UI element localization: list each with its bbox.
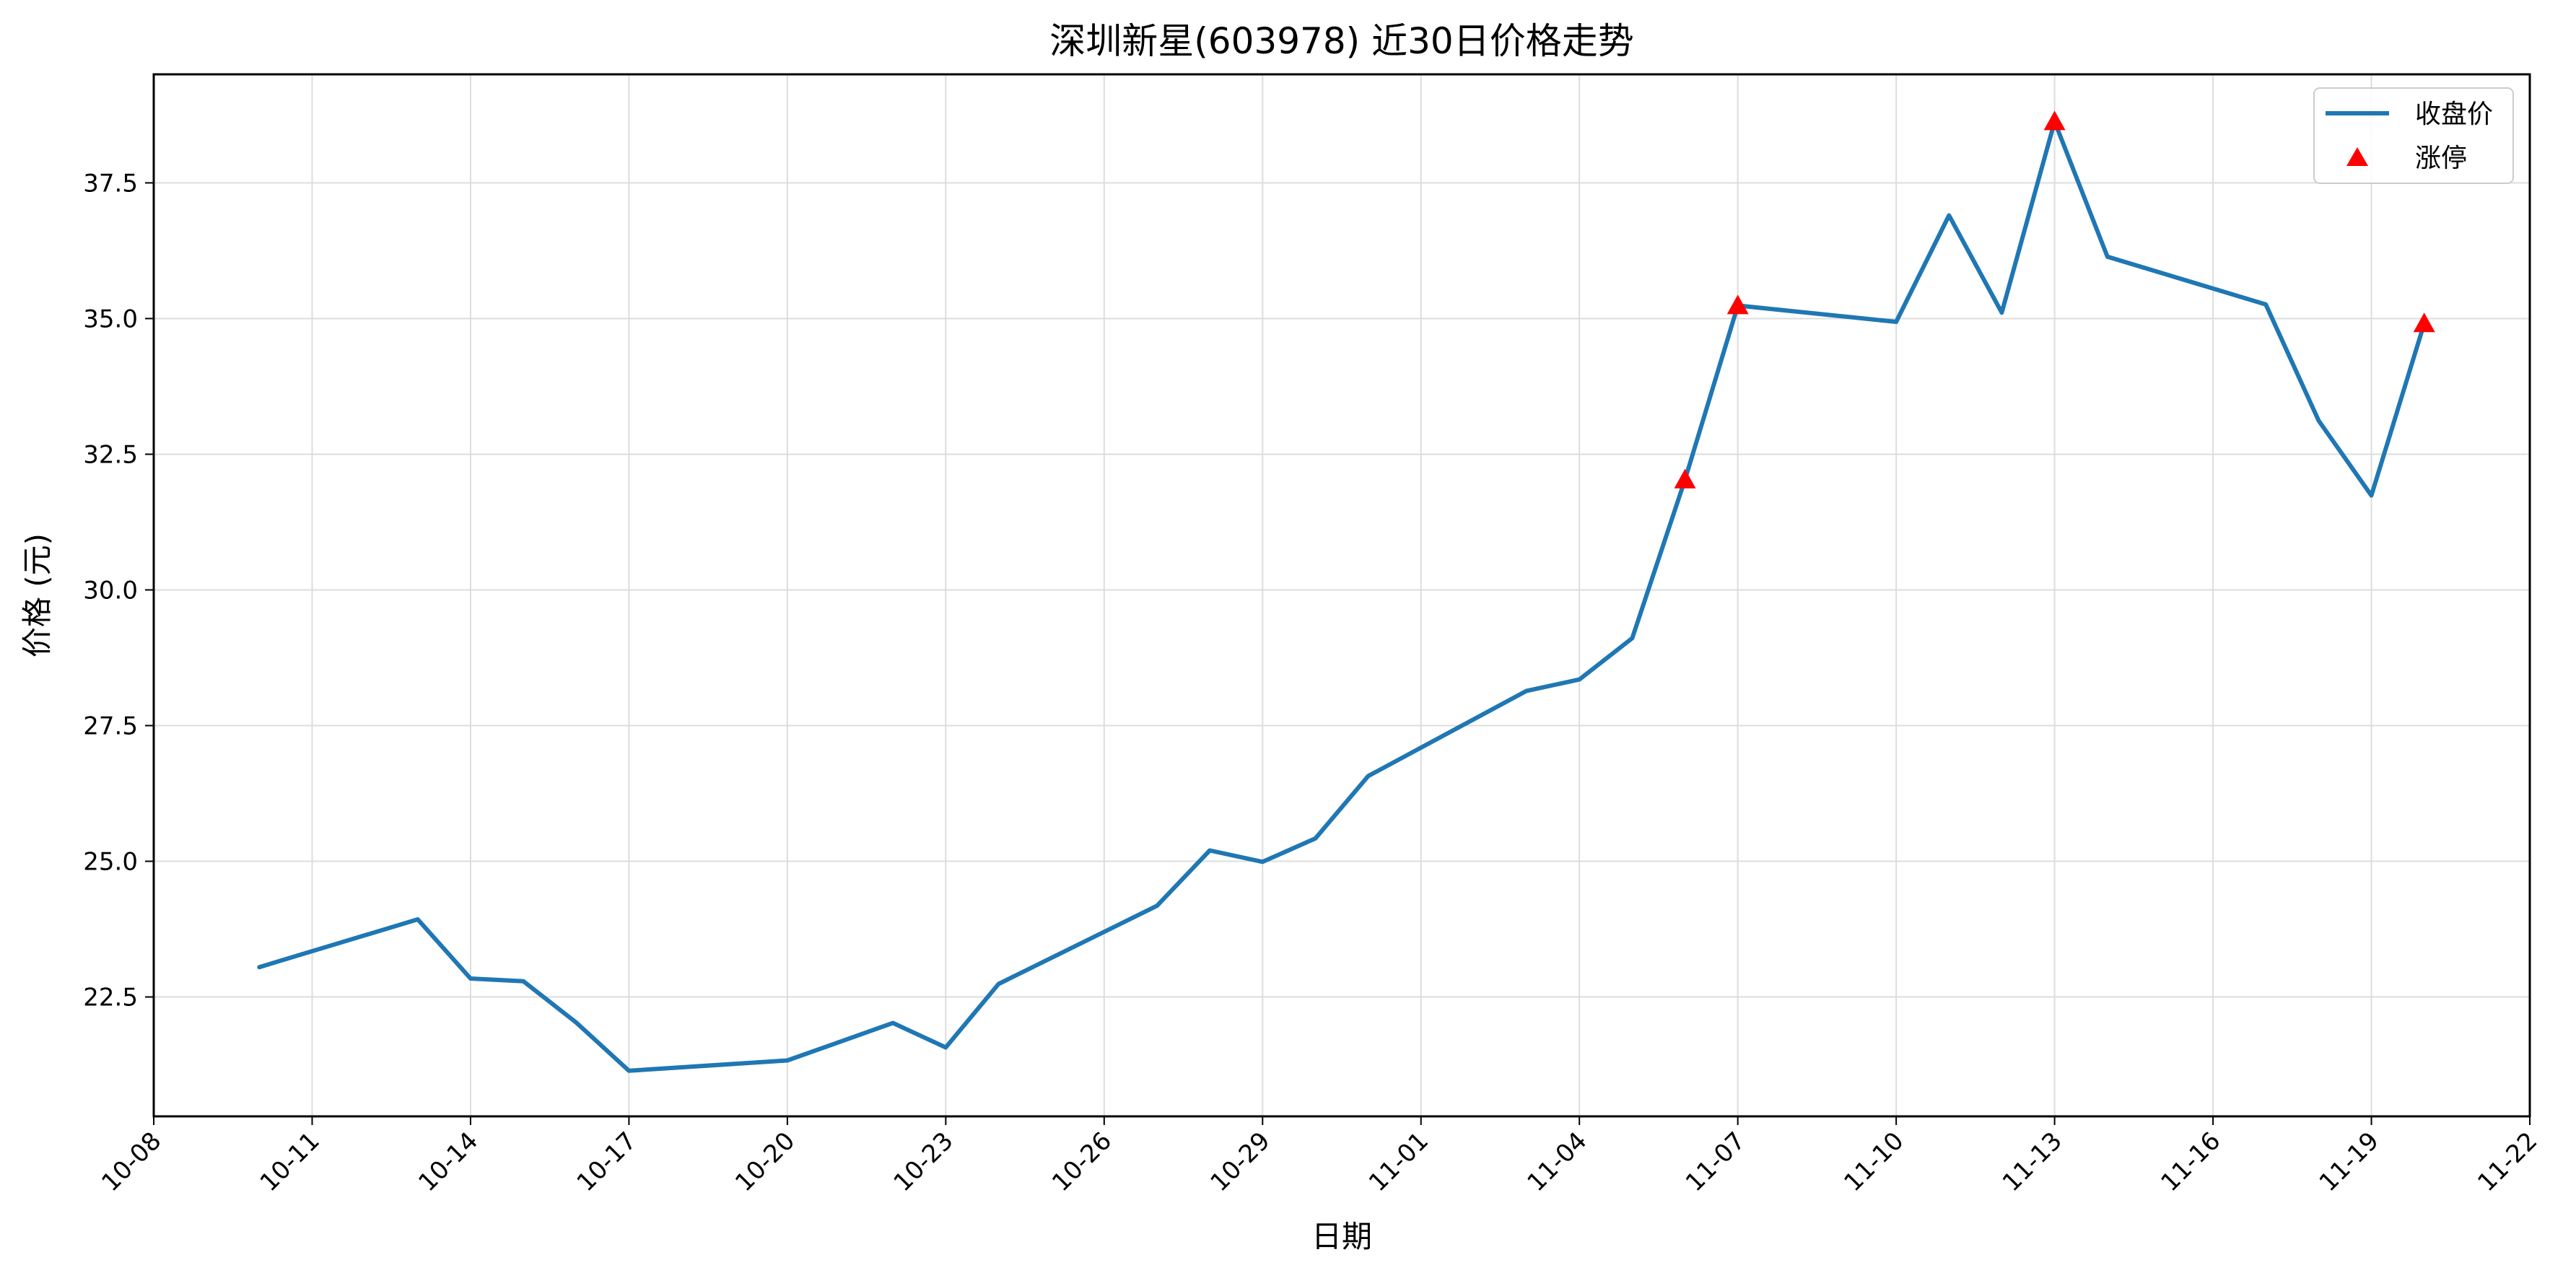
y-tick-label: 25.0 — [83, 848, 138, 877]
y-axis-label: 价格 (元) — [19, 533, 55, 657]
legend-label-close: 收盘价 — [2415, 100, 2493, 129]
legend-label-limit-up: 涨停 — [2415, 144, 2467, 173]
y-tick-label: 27.5 — [83, 712, 138, 741]
y-tick-label: 32.5 — [83, 440, 138, 469]
y-tick-label: 35.0 — [83, 305, 138, 333]
legend: 收盘价 涨停 — [2313, 87, 2514, 184]
chart-title: 深圳新星(603978) 近30日价格走势 — [1049, 20, 1633, 62]
marker-layer — [1674, 110, 2435, 489]
y-axis-ticks: 22.5 25.0 27.5 30.0 32.5 35.0 37.5 — [83, 169, 154, 1012]
x-axis-label: 日期 — [1311, 1219, 1372, 1254]
y-tick-label: 22.5 — [83, 984, 138, 1012]
limit-up-marker — [2043, 110, 2066, 131]
y-tick-label: 30.0 — [83, 576, 138, 605]
limit-up-marker — [1674, 468, 1696, 489]
y-tick-label: 37.5 — [83, 169, 138, 198]
series-layer — [257, 119, 2427, 1073]
grid-layer — [153, 74, 2531, 1116]
limit-up-marker — [2413, 312, 2435, 333]
close-price-line — [257, 119, 2427, 1073]
limit-up-marker — [1726, 294, 1749, 315]
plot-frame — [152, 73, 2531, 1118]
legend-limit-up-swatch — [2346, 147, 2368, 166]
